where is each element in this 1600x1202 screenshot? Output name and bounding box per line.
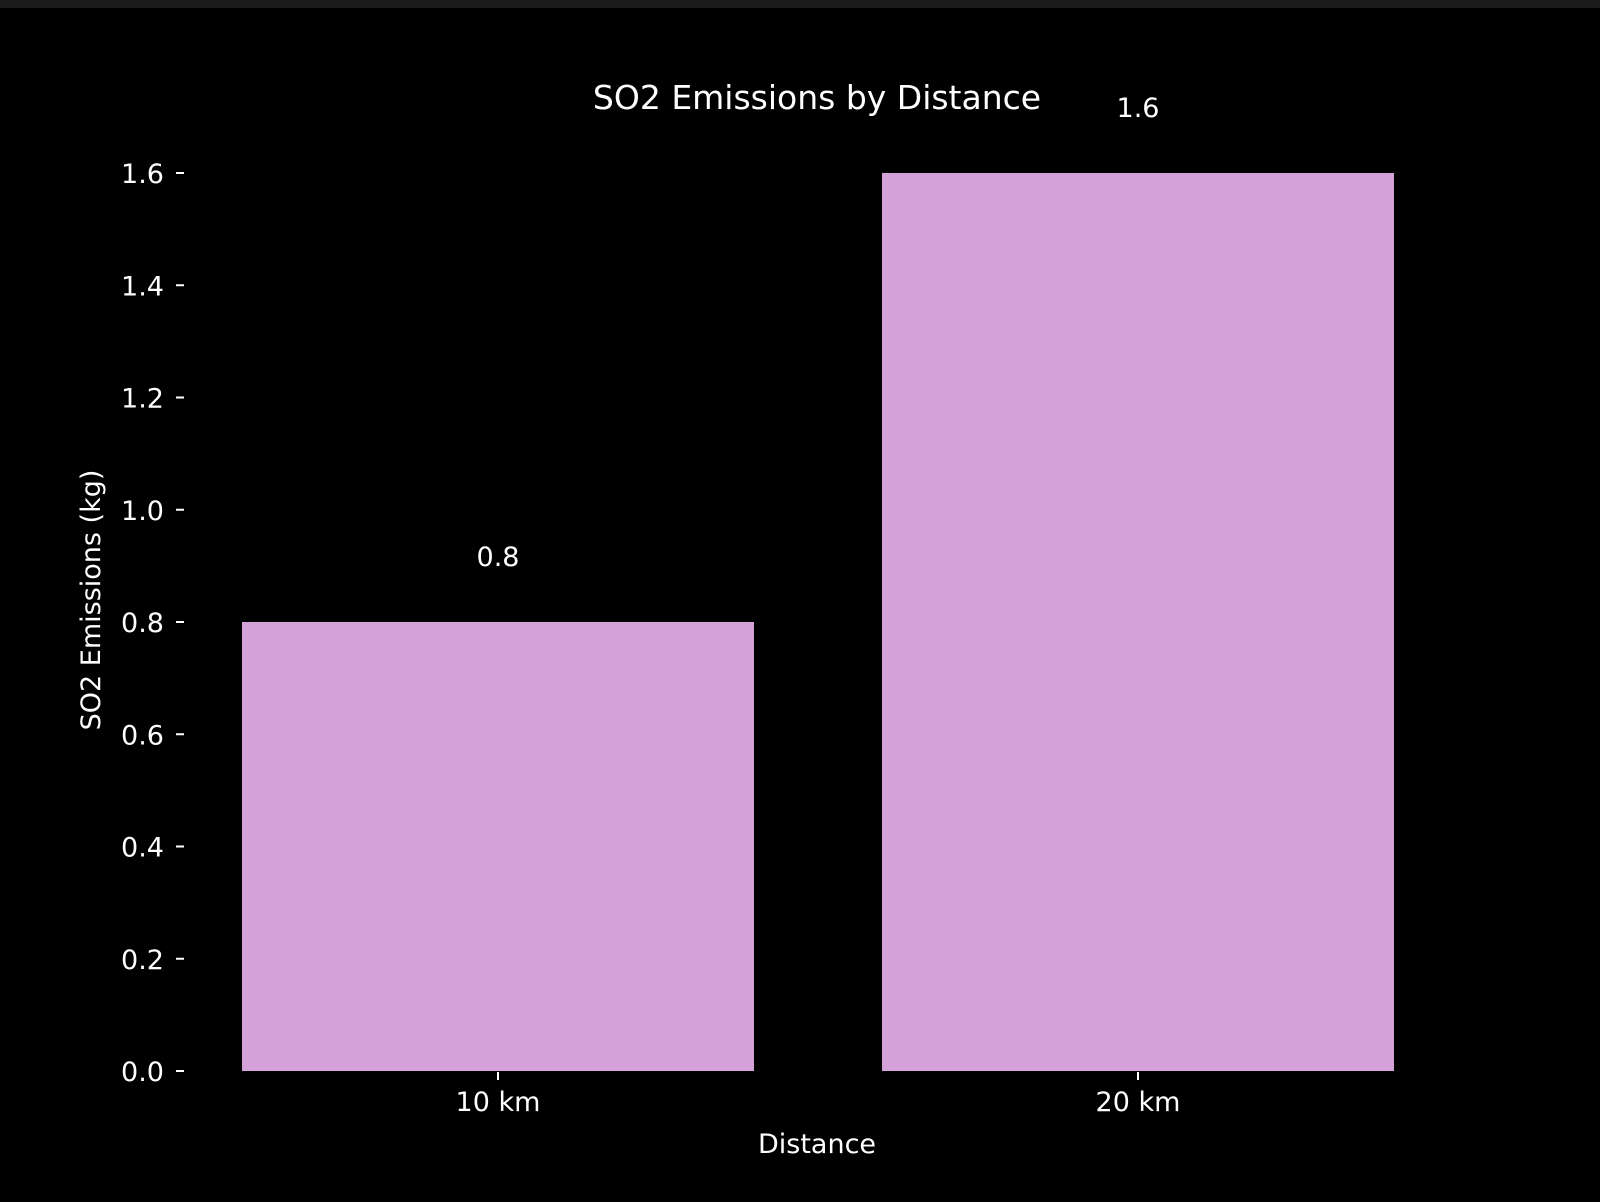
y-tick-label: 0.2	[121, 945, 164, 976]
bars-group	[242, 173, 1394, 1071]
data-label: 1.6	[1117, 93, 1160, 124]
data-label: 0.8	[477, 542, 520, 573]
bar-2	[882, 173, 1394, 1071]
window-top-strip	[0, 0, 1600, 8]
x-axis-label: Distance	[758, 1129, 876, 1160]
bar-1	[242, 622, 754, 1071]
y-tick-label: 0.6	[121, 720, 164, 751]
y-tick-label: 1.6	[121, 159, 164, 190]
y-tick-label: 1.4	[121, 271, 164, 302]
y-tick-label: 1.0	[121, 496, 164, 527]
y-axis-label: SO2 Emissions (kg)	[76, 470, 107, 731]
chart-title: SO2 Emissions by Distance	[593, 78, 1041, 117]
y-axis-ticks: 0.0 0.2 0.4 0.6 0.8 1.0 1.2 1.4 1.6	[121, 159, 184, 1088]
y-tick-label: 0.4	[121, 833, 164, 864]
x-tick-label: 20 km	[1096, 1087, 1181, 1118]
x-axis-ticks: 10 km 20 km	[456, 1072, 1181, 1118]
x-tick-label: 10 km	[456, 1087, 541, 1118]
y-tick-label: 0.8	[121, 608, 164, 639]
data-labels-group: 0.8 1.6	[477, 93, 1160, 573]
y-tick-label: 0.0	[121, 1057, 164, 1088]
y-tick-label: 1.2	[121, 384, 164, 415]
